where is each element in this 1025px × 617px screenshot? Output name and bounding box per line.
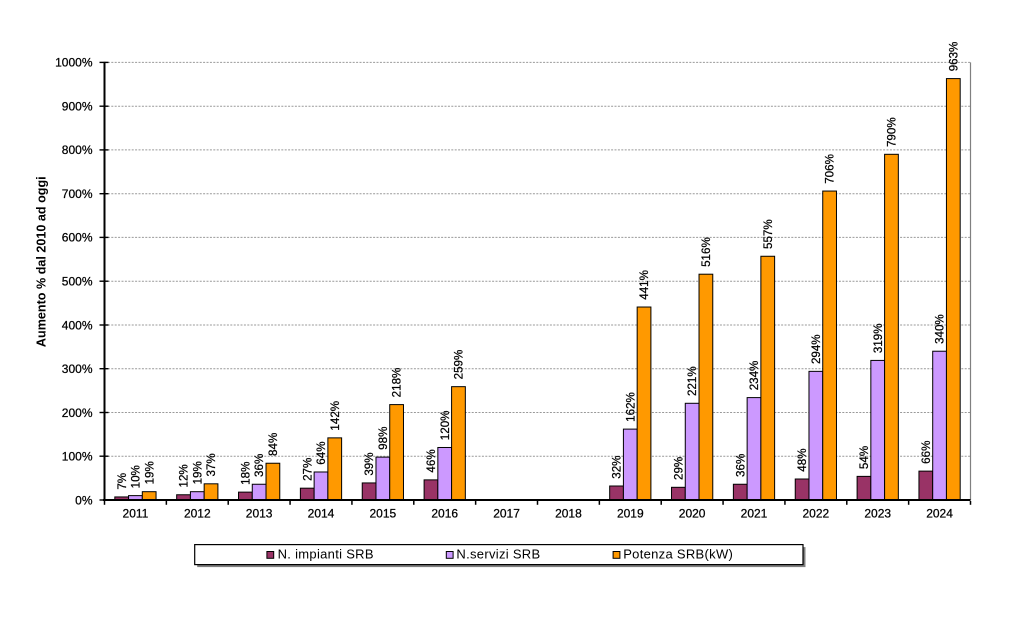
svg-text:1000%: 1000%: [55, 56, 93, 70]
svg-text:18%: 18%: [240, 462, 253, 485]
svg-text:441%: 441%: [638, 270, 651, 300]
svg-text:200%: 200%: [62, 406, 93, 420]
svg-text:32%: 32%: [611, 455, 624, 478]
svg-text:500%: 500%: [62, 275, 93, 289]
svg-text:2016: 2016: [431, 507, 458, 521]
svg-text:700%: 700%: [62, 187, 93, 201]
svg-text:2012: 2012: [184, 507, 211, 521]
svg-text:36%: 36%: [253, 454, 266, 477]
svg-text:19%: 19%: [143, 461, 156, 484]
svg-text:800%: 800%: [62, 143, 93, 157]
svg-text:46%: 46%: [425, 449, 438, 472]
svg-text:2020: 2020: [679, 507, 706, 521]
svg-text:120%: 120%: [439, 411, 452, 441]
svg-text:2017: 2017: [493, 507, 520, 521]
svg-text:516%: 516%: [700, 237, 713, 267]
svg-text:Aumento % dal 2010 ad oggi: Aumento % dal 2010 ad oggi: [35, 176, 49, 347]
svg-text:2019: 2019: [617, 507, 644, 521]
svg-text:27%: 27%: [301, 458, 314, 481]
svg-text:48%: 48%: [796, 448, 809, 471]
svg-text:36%: 36%: [734, 454, 747, 477]
svg-text:7%: 7%: [116, 473, 129, 490]
svg-text:706%: 706%: [824, 154, 837, 184]
svg-text:12%: 12%: [178, 464, 191, 487]
svg-text:963%: 963%: [947, 42, 960, 72]
svg-text:66%: 66%: [920, 441, 933, 464]
svg-text:54%: 54%: [858, 446, 871, 469]
svg-text:221%: 221%: [686, 366, 699, 396]
svg-text:98%: 98%: [377, 427, 390, 450]
svg-text:37%: 37%: [205, 453, 218, 476]
svg-text:2024: 2024: [926, 507, 953, 521]
svg-text:2018: 2018: [555, 507, 582, 521]
svg-text:2021: 2021: [741, 507, 768, 521]
svg-text:234%: 234%: [748, 361, 761, 391]
svg-text:900%: 900%: [62, 100, 93, 114]
svg-text:39%: 39%: [363, 452, 376, 475]
svg-text:790%: 790%: [886, 117, 899, 147]
svg-text:142%: 142%: [329, 401, 342, 431]
svg-text:340%: 340%: [934, 314, 947, 344]
svg-text:84%: 84%: [267, 433, 280, 456]
svg-text:600%: 600%: [62, 231, 93, 245]
svg-text:29%: 29%: [673, 457, 686, 480]
svg-text:Potenza SRB(kW): Potenza SRB(kW): [623, 547, 733, 562]
svg-text:2011: 2011: [123, 507, 149, 521]
svg-text:19%: 19%: [191, 461, 204, 484]
svg-text:259%: 259%: [453, 350, 466, 380]
svg-text:2013: 2013: [246, 507, 273, 521]
svg-text:557%: 557%: [762, 219, 775, 249]
svg-text:100%: 100%: [62, 450, 93, 464]
svg-text:294%: 294%: [810, 334, 823, 364]
svg-text:300%: 300%: [62, 362, 93, 376]
svg-text:10%: 10%: [130, 465, 143, 488]
svg-text:2023: 2023: [864, 507, 891, 521]
svg-text:162%: 162%: [624, 392, 637, 422]
svg-text:64%: 64%: [315, 441, 328, 464]
svg-text:N.servizi SRB: N.servizi SRB: [456, 547, 540, 562]
svg-text:2014: 2014: [308, 507, 335, 521]
svg-text:319%: 319%: [872, 323, 885, 353]
svg-text:2015: 2015: [370, 507, 397, 521]
svg-text:N. impianti SRB: N. impianti SRB: [278, 547, 374, 562]
svg-text:2022: 2022: [803, 507, 830, 521]
svg-text:0%: 0%: [75, 493, 93, 507]
svg-text:400%: 400%: [62, 318, 93, 332]
svg-text:218%: 218%: [391, 368, 404, 398]
